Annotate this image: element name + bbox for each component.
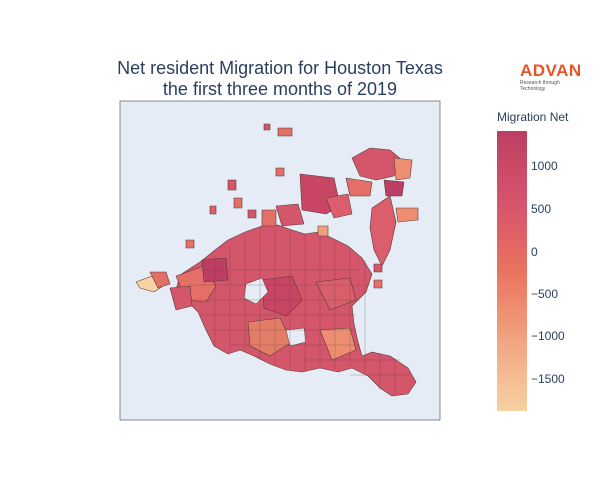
region-isle-11 xyxy=(373,279,383,289)
region-north-2 xyxy=(325,193,353,219)
region-isle-5 xyxy=(233,197,243,209)
colorbar-tick-0: 0 xyxy=(531,245,538,259)
tract-lines-v xyxy=(214,228,396,396)
region-west-3 xyxy=(169,285,193,311)
region-core xyxy=(175,224,417,397)
logo-tagline: Research through Technology xyxy=(520,80,560,92)
region-nw-2 xyxy=(261,209,277,227)
region-isle-8 xyxy=(185,239,195,249)
region-southeast xyxy=(319,327,357,361)
map-gaps xyxy=(243,277,307,347)
title-line-2: the first three months of 2019 xyxy=(162,79,398,99)
map-title: Net resident Migration for Houston Texas… xyxy=(80,58,480,100)
colorbar-tick-neg500: −500 xyxy=(531,287,559,301)
region-polygons xyxy=(135,123,419,397)
advan-logo: ADVAN Research through Technology xyxy=(520,61,582,93)
region-isle-9 xyxy=(317,225,329,237)
colorbar-tick-neg1000: −1000 xyxy=(531,329,565,343)
region-nw xyxy=(275,203,305,227)
region-isle-3 xyxy=(275,167,285,177)
tract-grid xyxy=(190,228,410,396)
gap-2 xyxy=(285,327,307,347)
region-center xyxy=(261,275,303,317)
gap-1 xyxy=(243,277,269,305)
colorbar-gradient xyxy=(497,131,527,411)
region-isle-4 xyxy=(227,179,237,191)
region-isle-1 xyxy=(277,127,293,137)
region-isle-2 xyxy=(263,123,271,131)
region-east-long xyxy=(369,195,397,267)
region-ne-4 xyxy=(383,179,405,197)
region-ne-3 xyxy=(345,177,373,197)
colorbar-title: Migration Net xyxy=(497,110,569,124)
logo-text: ADVAN xyxy=(520,61,582,80)
region-isle-7 xyxy=(247,209,257,219)
region-east-small xyxy=(395,207,419,223)
colorbar-tick-500: 500 xyxy=(531,202,552,216)
region-isle-10 xyxy=(373,263,383,273)
region-ne-2 xyxy=(393,157,413,181)
region-isle-6 xyxy=(209,205,217,215)
region-west-2 xyxy=(149,271,171,289)
region-south xyxy=(247,317,293,357)
colorbar-tick-1000: 1000 xyxy=(531,159,558,173)
colorbar-tick-neg1500: −1500 xyxy=(531,372,565,386)
title-line-1: Net resident Migration for Houston Texas xyxy=(117,58,443,78)
